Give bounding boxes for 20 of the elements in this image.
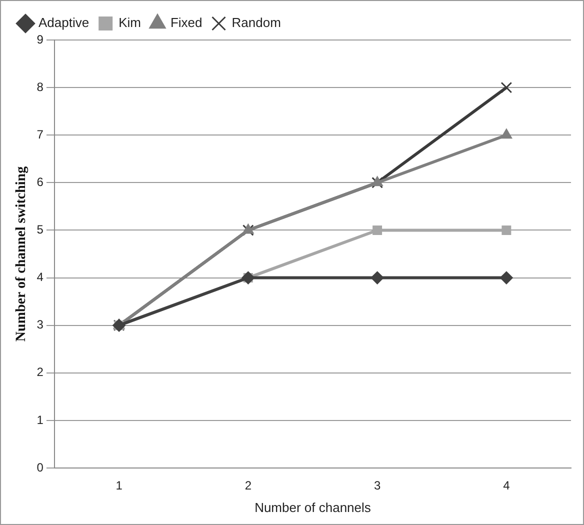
y-tick-label: 0 — [36, 460, 44, 474]
y-axis-title: Number of channel switching — [14, 166, 30, 342]
x-tick-label: 1 — [116, 478, 123, 493]
y-tick-label: 9 — [36, 32, 44, 46]
y-tick-label: 3 — [36, 318, 44, 332]
y-tick-label: 8 — [36, 80, 44, 94]
x-axis-title: Number of channels — [254, 500, 372, 515]
legend-label: Random — [232, 15, 281, 30]
y-tick-label: 1 — [36, 412, 44, 427]
x-tick-label: 3 — [374, 478, 381, 493]
legend-label: Adaptive — [38, 15, 90, 30]
y-tick-label: 6 — [36, 174, 44, 189]
y-tick-label: 7 — [36, 127, 44, 142]
y-tick-label: 5 — [36, 222, 44, 237]
x-tick-label: 2 — [244, 478, 252, 493]
legend-label: Fixed — [170, 15, 202, 30]
legend-label: Kim — [118, 15, 141, 30]
x-tick-label: 4 — [503, 478, 510, 493]
y-tick-label: 2 — [36, 365, 44, 380]
y-tick-label: 4 — [36, 270, 44, 284]
